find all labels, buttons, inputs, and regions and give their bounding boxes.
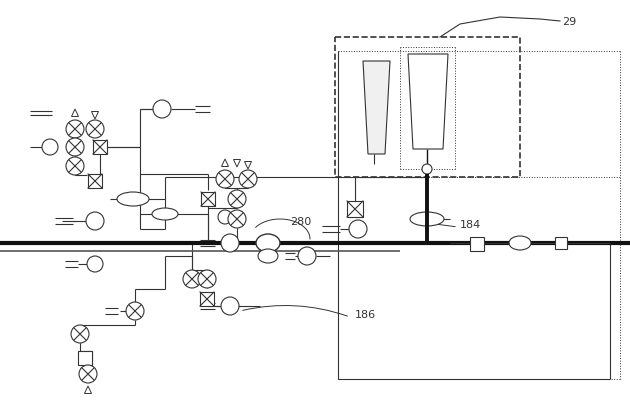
Circle shape xyxy=(239,170,257,188)
Circle shape xyxy=(66,121,84,139)
Bar xyxy=(470,237,484,251)
Bar xyxy=(88,174,102,188)
Bar xyxy=(335,38,520,178)
Circle shape xyxy=(221,297,239,315)
Circle shape xyxy=(79,365,97,383)
Bar xyxy=(200,292,214,306)
Circle shape xyxy=(153,101,171,119)
Bar xyxy=(201,192,215,207)
Bar xyxy=(93,141,107,155)
Bar xyxy=(78,351,92,365)
Text: 29: 29 xyxy=(562,17,576,27)
Circle shape xyxy=(86,213,104,231)
Bar xyxy=(347,201,363,217)
Circle shape xyxy=(71,325,89,343)
Polygon shape xyxy=(363,62,390,155)
Bar xyxy=(555,237,567,249)
Circle shape xyxy=(66,158,84,176)
Circle shape xyxy=(66,139,84,157)
Circle shape xyxy=(349,221,367,239)
Ellipse shape xyxy=(152,209,178,221)
Circle shape xyxy=(183,270,201,288)
Ellipse shape xyxy=(258,249,278,263)
Text: 280: 280 xyxy=(290,217,311,227)
Circle shape xyxy=(87,256,103,272)
Polygon shape xyxy=(408,55,448,150)
Circle shape xyxy=(298,247,316,265)
Circle shape xyxy=(126,302,144,320)
Ellipse shape xyxy=(117,192,149,207)
Text: 186: 186 xyxy=(355,309,376,319)
Ellipse shape xyxy=(410,213,444,227)
Ellipse shape xyxy=(256,235,280,252)
Text: 184: 184 xyxy=(460,219,481,229)
Circle shape xyxy=(228,211,246,229)
Circle shape xyxy=(198,270,216,288)
Circle shape xyxy=(86,121,104,139)
Ellipse shape xyxy=(509,237,531,250)
Circle shape xyxy=(228,190,246,209)
Circle shape xyxy=(422,164,432,174)
Circle shape xyxy=(218,211,232,225)
Circle shape xyxy=(42,140,58,156)
Circle shape xyxy=(221,235,239,252)
Circle shape xyxy=(216,170,234,188)
